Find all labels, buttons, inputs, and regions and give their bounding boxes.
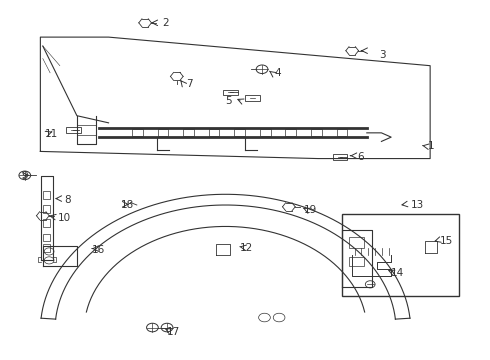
- Text: 5: 5: [225, 96, 232, 107]
- Bar: [311, 129, 322, 136]
- Text: 12: 12: [240, 243, 253, 253]
- Bar: [337, 129, 347, 136]
- Text: 2: 2: [162, 18, 169, 28]
- Text: 8: 8: [65, 195, 72, 204]
- Bar: [349, 257, 364, 266]
- Text: 9: 9: [21, 171, 27, 181]
- Text: 6: 6: [357, 152, 364, 162]
- Text: 4: 4: [274, 68, 281, 78]
- Text: 17: 17: [167, 327, 180, 337]
- Text: 16: 16: [92, 245, 105, 255]
- Bar: [286, 129, 296, 136]
- Text: 13: 13: [411, 200, 424, 210]
- Bar: [43, 191, 50, 199]
- Text: 14: 14: [391, 268, 404, 278]
- Bar: [158, 129, 168, 136]
- Text: 18: 18: [121, 200, 134, 210]
- Bar: [43, 234, 50, 242]
- Bar: [343, 214, 460, 296]
- Text: 1: 1: [428, 141, 434, 151]
- Text: 3: 3: [379, 50, 386, 60]
- Bar: [66, 127, 81, 133]
- Bar: [43, 219, 50, 227]
- Text: 10: 10: [57, 212, 71, 222]
- Text: 19: 19: [303, 205, 317, 215]
- Text: 15: 15: [440, 236, 453, 246]
- Bar: [43, 244, 50, 252]
- Bar: [223, 90, 238, 95]
- Bar: [209, 129, 220, 136]
- Bar: [132, 129, 143, 136]
- Bar: [245, 95, 260, 101]
- Text: 11: 11: [45, 129, 58, 139]
- Bar: [43, 205, 50, 213]
- Bar: [333, 154, 347, 159]
- Text: 7: 7: [187, 78, 193, 89]
- Bar: [234, 129, 245, 136]
- Bar: [349, 237, 364, 248]
- Bar: [183, 129, 194, 136]
- Bar: [260, 129, 270, 136]
